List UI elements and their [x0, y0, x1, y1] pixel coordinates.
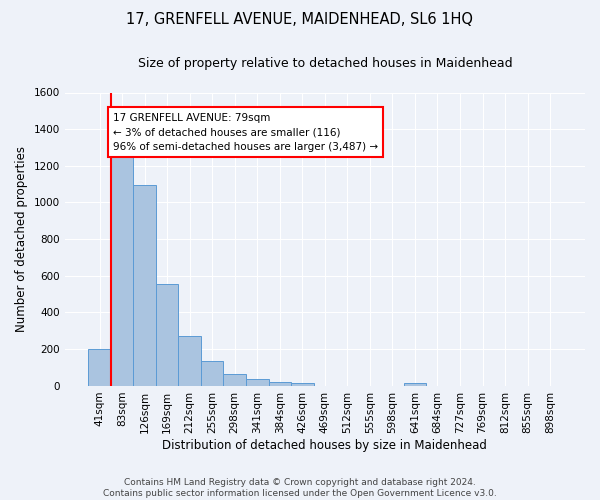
Bar [269, 382, 291, 386]
Y-axis label: Number of detached properties: Number of detached properties [15, 146, 28, 332]
Text: 17, GRENFELL AVENUE, MAIDENHEAD, SL6 1HQ: 17, GRENFELL AVENUE, MAIDENHEAD, SL6 1HQ [127, 12, 473, 28]
Text: Contains HM Land Registry data © Crown copyright and database right 2024.
Contai: Contains HM Land Registry data © Crown c… [103, 478, 497, 498]
Bar [246, 379, 269, 386]
Bar [88, 350, 111, 386]
Text: 17 GRENFELL AVENUE: 79sqm
← 3% of detached houses are smaller (116)
96% of semi-: 17 GRENFELL AVENUE: 79sqm ← 3% of detach… [113, 112, 378, 152]
Bar [178, 336, 201, 386]
Bar [223, 374, 246, 386]
Bar [156, 284, 178, 386]
Bar [201, 361, 223, 386]
Bar [133, 184, 156, 386]
Bar [291, 383, 314, 386]
Title: Size of property relative to detached houses in Maidenhead: Size of property relative to detached ho… [137, 58, 512, 70]
Bar [111, 153, 133, 386]
X-axis label: Distribution of detached houses by size in Maidenhead: Distribution of detached houses by size … [163, 440, 487, 452]
Bar [404, 383, 426, 386]
